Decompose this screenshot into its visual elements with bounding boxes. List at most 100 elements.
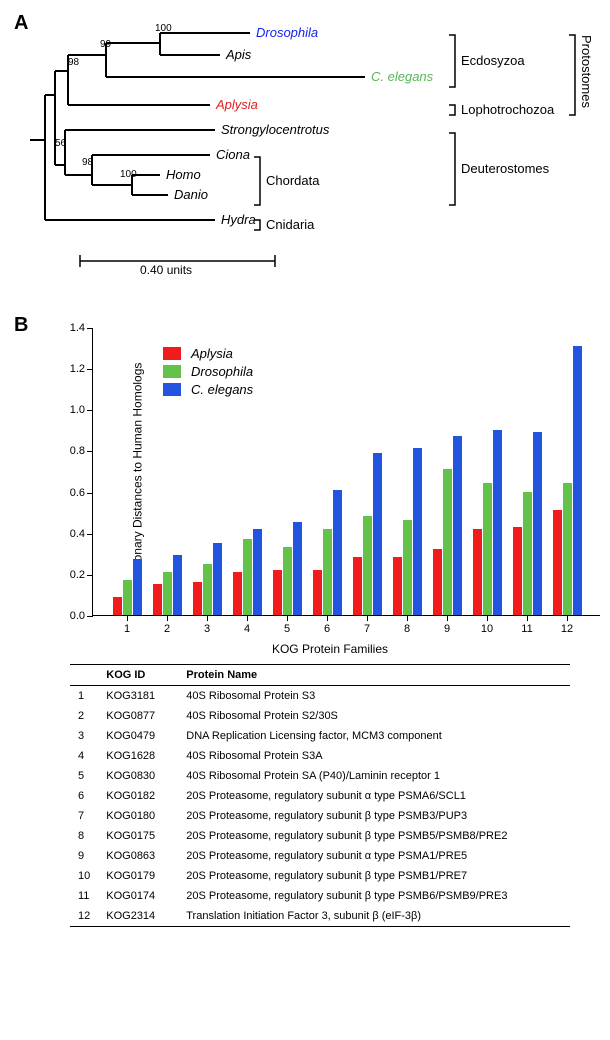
kog-id: KOG2314 xyxy=(98,906,178,927)
y-tick-label: 1.0 xyxy=(57,404,85,416)
protein-name: 20S Proteasome, regulatory subunit β typ… xyxy=(178,866,570,886)
y-tick xyxy=(87,534,93,535)
panel-b: B Evolutionary Distances to Human Homolo… xyxy=(10,320,600,927)
x-tick xyxy=(247,615,248,621)
x-tick-label: 3 xyxy=(204,623,210,635)
y-tick-label: 0.2 xyxy=(57,569,85,581)
bar xyxy=(563,483,572,615)
row-index: 4 xyxy=(70,746,98,766)
x-tick xyxy=(207,615,208,621)
col-idx xyxy=(70,665,98,686)
x-tick-label: 2 xyxy=(164,623,170,635)
protein-name: 20S Proteasome, regulatory subunit α typ… xyxy=(178,846,570,866)
table-header-row: KOG ID Protein Name xyxy=(70,665,570,686)
legend: AplysiaDrosophilaC. elegans xyxy=(163,346,253,400)
bar xyxy=(313,570,322,615)
protein-name: 20S Proteasome, regulatory subunit β typ… xyxy=(178,886,570,906)
row-index: 3 xyxy=(70,726,98,746)
bar xyxy=(173,555,182,615)
y-tick xyxy=(87,369,93,370)
bar xyxy=(213,543,222,615)
kog-id: KOG0830 xyxy=(98,766,178,786)
protein-name: 40S Ribosomal Protein SA (P40)/Laminin r… xyxy=(178,766,570,786)
x-axis-title: KOG Protein Families xyxy=(50,642,610,656)
bootstrap-value: 98 xyxy=(82,157,93,168)
bar xyxy=(443,469,452,615)
plot-area: AplysiaDrosophilaC. elegans 0.00.20.40.6… xyxy=(92,328,600,616)
bar xyxy=(373,453,382,616)
bar xyxy=(283,547,292,615)
bar xyxy=(333,490,342,615)
bar xyxy=(353,557,362,615)
row-index: 5 xyxy=(70,766,98,786)
row-index: 11 xyxy=(70,886,98,906)
x-tick-label: 6 xyxy=(324,623,330,635)
bar xyxy=(153,584,162,615)
scale-label: 0.40 units xyxy=(140,263,192,277)
clade-label: Deuterostomes xyxy=(461,161,549,176)
bar xyxy=(513,527,522,615)
taxon-label: Apis xyxy=(226,47,251,62)
table-row: 3KOG0479DNA Replication Licensing factor… xyxy=(70,726,570,746)
kog-table: KOG ID Protein Name 1KOG318140S Ribosoma… xyxy=(70,664,570,927)
legend-swatch xyxy=(163,383,181,396)
bar-chart: Evolutionary Distances to Human Homologs… xyxy=(50,320,610,640)
protein-name: Translation Initiation Factor 3, subunit… xyxy=(178,906,570,927)
kog-id: KOG0182 xyxy=(98,786,178,806)
x-tick xyxy=(127,615,128,621)
taxon-label: Homo xyxy=(166,167,201,182)
x-tick-label: 1 xyxy=(124,623,130,635)
taxon-label: C. elegans xyxy=(371,69,433,84)
table-row: 11KOG017420S Proteasome, regulatory subu… xyxy=(70,886,570,906)
bootstrap-value: 56 xyxy=(55,138,66,149)
bar xyxy=(493,430,502,615)
bar xyxy=(163,572,172,615)
x-tick-label: 8 xyxy=(404,623,410,635)
protein-name: 40S Ribosomal Protein S3 xyxy=(178,686,570,707)
protein-name: 20S Proteasome, regulatory subunit β typ… xyxy=(178,806,570,826)
table-row: 5KOG083040S Ribosomal Protein SA (P40)/L… xyxy=(70,766,570,786)
y-tick xyxy=(87,616,93,617)
bar xyxy=(123,580,132,615)
x-tick-label: 4 xyxy=(244,623,250,635)
taxon-label: Danio xyxy=(174,187,208,202)
taxon-label: Aplysia xyxy=(216,97,258,112)
table-row: 2KOG087740S Ribosomal Protein S2/30S xyxy=(70,706,570,726)
legend-label: Aplysia xyxy=(191,346,233,361)
clade-label: Cnidaria xyxy=(266,217,314,232)
table-row: 12KOG2314Translation Initiation Factor 3… xyxy=(70,906,570,927)
protein-name: 40S Ribosomal Protein S3A xyxy=(178,746,570,766)
bar xyxy=(553,510,562,615)
table-row: 9KOG086320S Proteasome, regulatory subun… xyxy=(70,846,570,866)
panel-a: A xyxy=(10,10,600,310)
kog-id: KOG3181 xyxy=(98,686,178,707)
kog-id: KOG0175 xyxy=(98,826,178,846)
kog-id: KOG0180 xyxy=(98,806,178,826)
bar xyxy=(573,346,582,615)
x-tick-label: 12 xyxy=(561,623,573,635)
x-tick xyxy=(327,615,328,621)
x-tick-label: 11 xyxy=(521,623,532,635)
protein-name: 20S Proteasome, regulatory subunit β typ… xyxy=(178,826,570,846)
table-row: 10KOG017920S Proteasome, regulatory subu… xyxy=(70,866,570,886)
y-tick-label: 1.4 xyxy=(57,322,85,334)
col-protein: Protein Name xyxy=(178,665,570,686)
y-tick xyxy=(87,328,93,329)
row-index: 7 xyxy=(70,806,98,826)
x-tick xyxy=(287,615,288,621)
kog-id: KOG0863 xyxy=(98,846,178,866)
y-tick-label: 0.6 xyxy=(57,487,85,499)
bar xyxy=(243,539,252,615)
row-index: 6 xyxy=(70,786,98,806)
panel-b-label: B xyxy=(14,314,28,337)
bar xyxy=(413,448,422,615)
x-tick-label: 9 xyxy=(444,623,450,635)
col-kogid: KOG ID xyxy=(98,665,178,686)
bootstrap-value: 100 xyxy=(155,23,172,34)
kog-id: KOG1628 xyxy=(98,746,178,766)
kog-id: KOG0479 xyxy=(98,726,178,746)
taxon-label: Hydra xyxy=(221,212,256,227)
kog-id: KOG0877 xyxy=(98,706,178,726)
x-tick xyxy=(407,615,408,621)
row-index: 12 xyxy=(70,906,98,927)
